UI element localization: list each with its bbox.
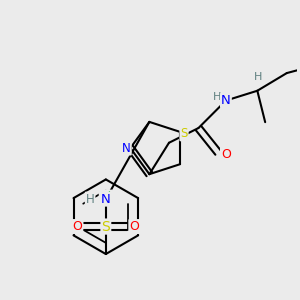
Text: N: N bbox=[101, 193, 111, 206]
Text: H: H bbox=[86, 193, 94, 206]
Text: H: H bbox=[254, 72, 262, 82]
Text: N: N bbox=[221, 94, 231, 107]
Text: S: S bbox=[180, 127, 188, 140]
Text: O: O bbox=[221, 148, 231, 161]
Text: S: S bbox=[101, 220, 110, 234]
Text: N: N bbox=[122, 142, 131, 154]
Text: H: H bbox=[213, 92, 221, 102]
Text: O: O bbox=[72, 220, 82, 233]
Text: O: O bbox=[129, 220, 139, 233]
Text: Cl: Cl bbox=[100, 190, 112, 204]
